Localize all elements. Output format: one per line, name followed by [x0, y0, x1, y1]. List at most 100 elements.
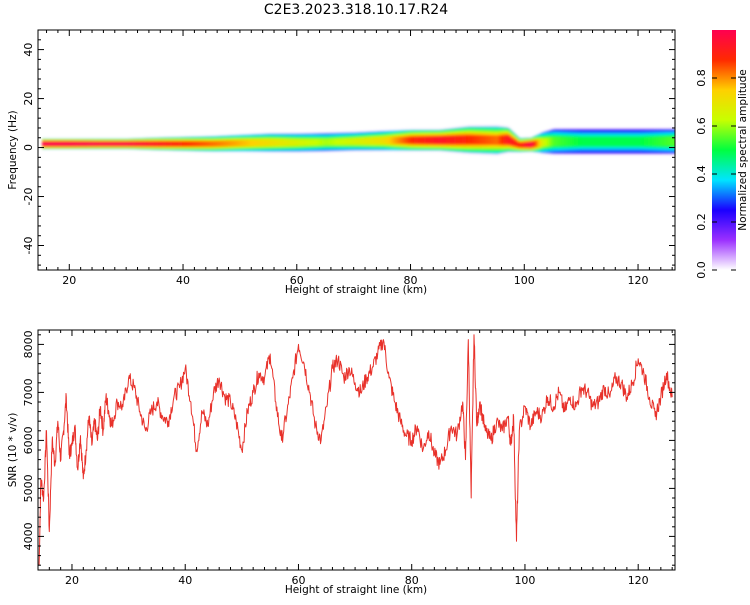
spectrogram-cell: [162, 141, 165, 147]
spectrogram-cell: [472, 135, 475, 145]
colorbar-tick-label: 0.2: [695, 213, 708, 231]
spectrogram-cell: [420, 136, 423, 144]
spectrogram-cell: [342, 138, 345, 145]
spectrogram-cell: [358, 138, 361, 145]
spectrogram-cell: [474, 135, 477, 145]
spectrogram-cell: [574, 137, 577, 146]
spectrogram-cell: [390, 137, 393, 145]
spectrogram-cell: [552, 137, 555, 146]
spectrogram-cell: [272, 139, 275, 146]
spectrogram-cell: [610, 137, 613, 146]
spectrogram-cell: [602, 137, 605, 146]
spectrogram-cell: [558, 137, 561, 146]
spectrogram-cell: [338, 138, 341, 146]
spectrogram-cell: [210, 141, 213, 147]
spectrogram-frame: [37, 29, 676, 271]
spectrogram-cell: [276, 139, 279, 146]
spectrogram-cell: [606, 137, 609, 146]
spectrogram-cell: [452, 135, 455, 145]
spectrogram-cell: [356, 138, 359, 145]
spectrogram-cell: [308, 139, 311, 146]
spectrogram-cell: [160, 141, 163, 147]
spectrogram-cell: [362, 137, 365, 145]
spectrogram-cell: [524, 142, 527, 148]
spectrogram-cell: [114, 142, 117, 146]
spectrogram-cell: [240, 140, 243, 147]
spectrogram-cell: [340, 138, 343, 145]
spectrogram-ticks: 20 40 60 80 100 120 -40 -20 0 20 40: [22, 29, 675, 287]
spectrogram-cell: [404, 136, 407, 144]
spectrogram-ridge: [42, 125, 675, 155]
spectrogram-cell: [502, 135, 505, 145]
spectrogram-cell: [530, 142, 533, 148]
colorbar-label: Normalized spectral amplitude: [737, 69, 749, 230]
spectrogram-cell: [536, 140, 539, 147]
spectrogram-cell: [496, 135, 499, 146]
spectrogram-cell: [82, 142, 85, 146]
spectrogram-cell: [392, 137, 395, 145]
spectrogram-cell: [280, 139, 283, 146]
spectrogram-cell: [586, 137, 589, 146]
spectrogram-cell: [288, 139, 291, 146]
spectrogram-cell: [232, 140, 235, 147]
spectrogram-cell: [282, 139, 285, 146]
spectrogram-cell: [542, 138, 545, 147]
spectrogram-cell: [252, 139, 255, 146]
spectrogram-cell: [254, 139, 257, 146]
spectrogram-cell: [378, 137, 381, 145]
spectrogram-cell: [270, 139, 273, 146]
spectrogram-cell: [566, 137, 569, 146]
spectrogram-cell: [388, 137, 391, 145]
spectrogram-cell: [464, 135, 467, 145]
spectrogram-cell: [330, 138, 333, 146]
spectrogram-cell: [84, 142, 87, 146]
spectrogram-cell: [100, 142, 103, 146]
spectrogram-cell: [476, 135, 479, 145]
spectrogram-cell: [58, 142, 61, 146]
spectrogram-cell: [598, 137, 601, 146]
spectrogram-cell: [636, 137, 639, 146]
spectrogram-cell: [382, 137, 385, 145]
spectrogram-cell: [250, 139, 253, 146]
colorbar-tick-label: 0.4: [695, 165, 708, 183]
spectrogram-cell: [588, 137, 591, 146]
spectrogram-cell: [622, 137, 625, 146]
spectrogram-cell: [256, 139, 259, 146]
spectrogram-cell: [134, 141, 137, 146]
spectrogram-cell: [506, 135, 509, 145]
spectrogram-cell: [236, 140, 239, 147]
spectrogram-cell: [326, 138, 329, 146]
spectrogram-cell: [302, 139, 305, 146]
spectrogram-cell: [56, 142, 59, 146]
spectrogram-cell: [316, 139, 319, 146]
spectrogram-cell: [662, 137, 665, 146]
y-tick-label: -20: [22, 188, 35, 206]
spectrogram-cell: [512, 138, 515, 146]
spectrogram-cell: [296, 139, 299, 146]
spectrogram-cell: [354, 138, 357, 145]
spectrogram-cell: [168, 141, 171, 147]
spectrogram-cell: [436, 136, 439, 144]
spectrogram-cell: [204, 141, 207, 147]
spectrogram-cell: [318, 139, 321, 146]
spectrogram-cell: [176, 141, 179, 147]
spectrogram-cell: [174, 141, 177, 147]
spectrogram-cell: [510, 137, 513, 145]
spectrogram-cell: [508, 135, 511, 145]
spectrogram-cell: [582, 137, 585, 146]
y-tick-label: 40: [22, 43, 35, 57]
spectrogram-cell: [242, 140, 245, 147]
spectrogram-cell: [346, 138, 349, 145]
spectrogram-cell: [652, 137, 655, 146]
spectrogram-cell: [568, 137, 571, 146]
spectrogram-cell: [520, 142, 523, 148]
spectrogram-cell: [580, 137, 583, 146]
spectrogram-cell: [604, 137, 607, 146]
spectrogram-cell: [608, 137, 611, 146]
spectrogram-cell: [102, 142, 105, 146]
spectrogram-cell: [80, 142, 83, 146]
spectrogram-cell: [550, 137, 553, 146]
spectrogram-cell: [468, 135, 471, 145]
x-tick-label: 80: [405, 574, 419, 587]
spectrogram-cell: [216, 141, 219, 147]
